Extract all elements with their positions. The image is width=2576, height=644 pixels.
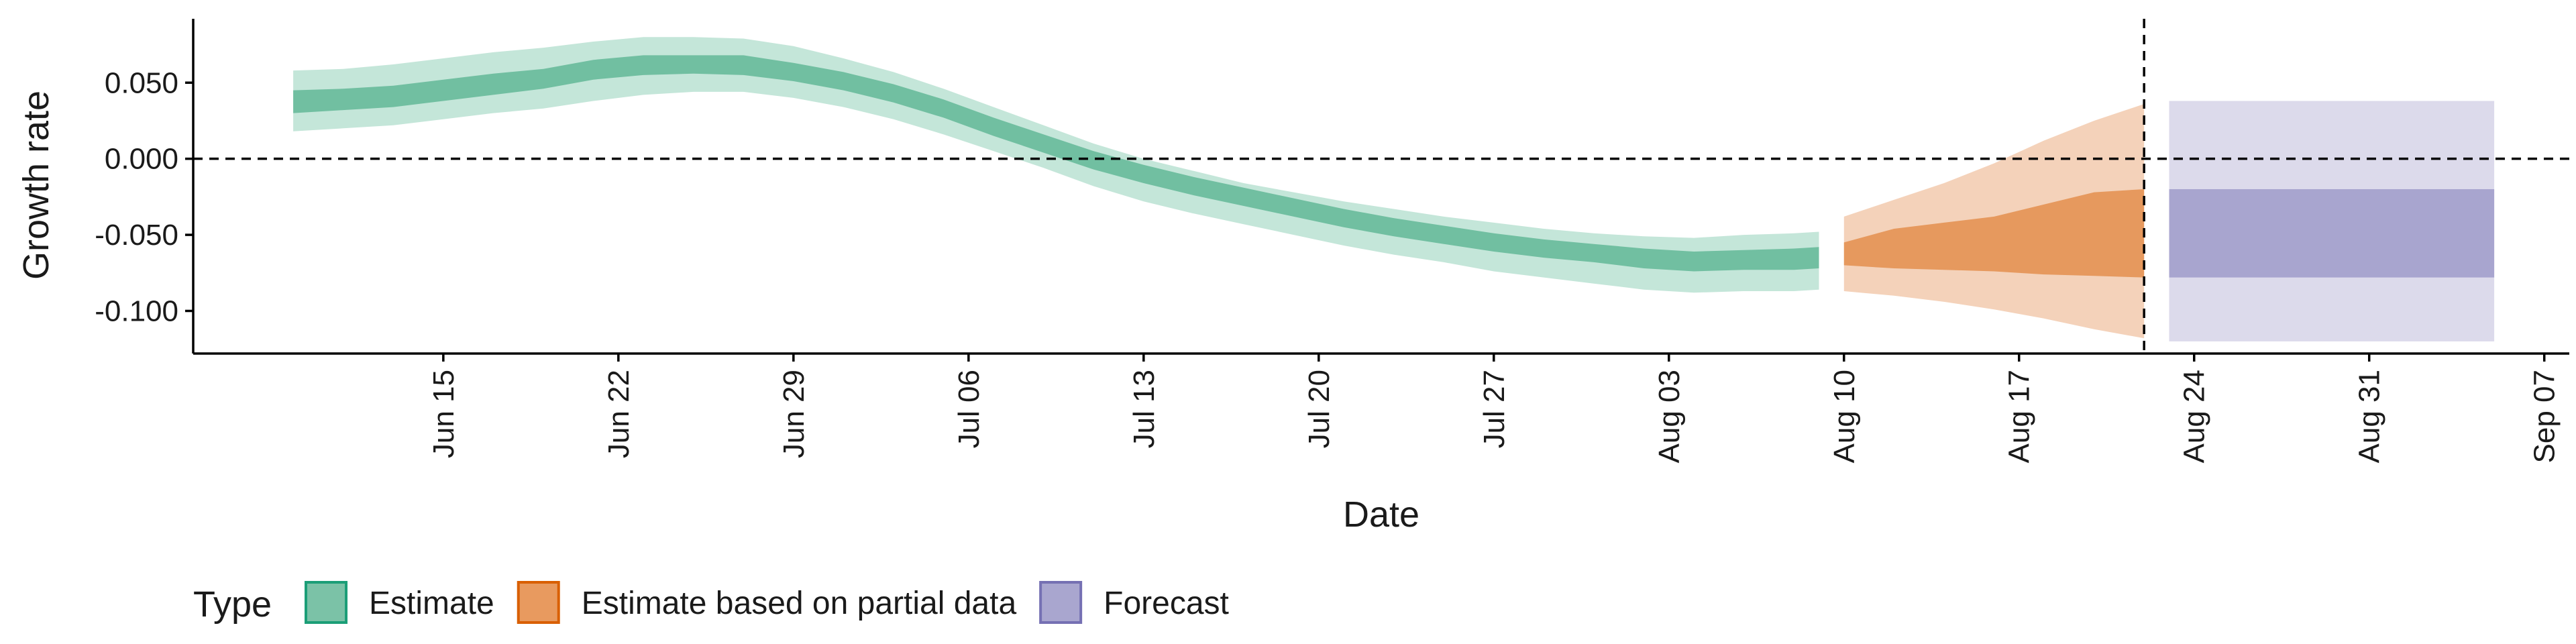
x-tick-label: Jun 29 (777, 370, 810, 458)
x-tick-label: Sep 07 (2528, 370, 2561, 463)
y-axis-title: Growth rate (16, 91, 56, 280)
x-axis-title: Date (1343, 494, 1419, 535)
y-ticks: 0.050 0.000 -0.050 -0.100 (95, 66, 193, 327)
x-tick-label: Aug 17 (2003, 370, 2036, 463)
y-tick-label: 0.050 (105, 66, 178, 99)
x-tick-label: Jun 15 (427, 370, 460, 458)
legend-title: Type (193, 584, 272, 625)
forecast-50-band (2169, 189, 2495, 278)
estimate-based-on-partial-data-50-band (1843, 189, 2145, 278)
x-tick-label: Aug 24 (2178, 370, 2211, 463)
estimate-legend-key (305, 581, 347, 624)
estimate-based-on-partial-data-legend-key (517, 581, 560, 624)
estimate-legend-label: Estimate (369, 586, 494, 621)
x-tick-label: Jul 13 (1128, 370, 1161, 448)
axes (192, 19, 2569, 355)
x-tick-label: Aug 10 (1828, 370, 1861, 463)
x-tick-label: Jun 22 (602, 370, 635, 458)
ribbon-layer (293, 37, 2495, 341)
forecast-legend-label: Forecast (1104, 586, 1229, 621)
y-tick-label: -0.100 (95, 294, 178, 327)
x-ticks: Jun 15 Jun 22 Jun 29 Jul 06 Jul 13 Jul 20 Jul … (427, 354, 2561, 463)
legend: Type Estimate Estimate based on partial d… (193, 581, 1229, 625)
x-tick-label: Aug 03 (1653, 370, 1686, 463)
x-tick-label: Jul 20 (1303, 370, 1336, 448)
y-tick-label: 0.000 (105, 143, 178, 176)
x-tick-label: Jul 06 (953, 370, 985, 448)
estimate-based-on-partial-data-legend-label: Estimate based on partial data (582, 586, 1017, 621)
y-tick-label: -0.050 (95, 219, 178, 252)
reference-lines (193, 19, 2569, 354)
x-tick-label: Jul 27 (1478, 370, 1511, 448)
x-tick-label: Aug 31 (2353, 370, 2386, 463)
forecast-legend-key (1039, 581, 1083, 624)
